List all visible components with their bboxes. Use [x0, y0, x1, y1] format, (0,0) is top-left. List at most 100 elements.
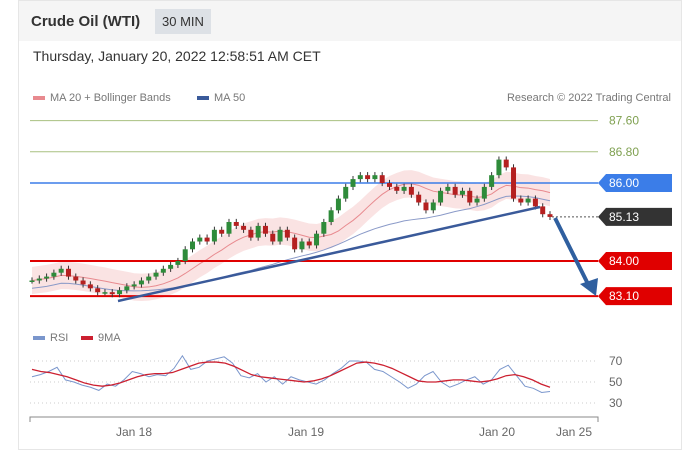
candle — [175, 261, 181, 265]
candle — [459, 190, 465, 195]
candle — [270, 233, 276, 242]
candle — [65, 268, 71, 277]
ma20-line — [31, 183, 551, 288]
forecast-arrow — [553, 217, 592, 289]
legend-label: RSI — [50, 332, 69, 344]
candle — [226, 222, 232, 234]
legend-label: MA 20 + Bollinger Bands — [50, 92, 171, 104]
legend-label: 9MA — [98, 332, 121, 344]
header: Crude Oil (WTI) 30 MIN — [19, 1, 681, 41]
credit: Research © 2022 Trading Central — [507, 92, 671, 104]
instrument-title: Crude Oil (WTI) — [31, 13, 141, 30]
rsi-tick-label: 30 — [609, 396, 623, 410]
level-label: 83.10 — [609, 289, 639, 303]
candle — [372, 175, 378, 180]
resistance-price-tag — [598, 174, 672, 192]
support-price-tag — [598, 252, 672, 270]
chart-panel: Crude Oil (WTI) 30 MIN Thursday, January… — [18, 0, 682, 450]
candle — [87, 284, 93, 289]
legend-ma20: MA 20 + Bollinger Bands — [33, 92, 171, 104]
candle — [401, 186, 407, 191]
candle — [379, 175, 385, 183]
candle — [153, 272, 159, 277]
rsi-line — [31, 354, 551, 394]
candle — [168, 264, 174, 269]
candle — [452, 186, 458, 195]
candle — [277, 229, 283, 242]
candle — [511, 167, 517, 199]
candle — [146, 276, 152, 281]
candle — [29, 280, 35, 282]
legend-ma50: MA 50 — [197, 92, 245, 104]
x-tick-label: Jan 20 — [479, 425, 515, 439]
candle — [394, 186, 400, 191]
level-label: 85.13 — [609, 210, 639, 224]
candle — [386, 183, 392, 187]
current-price-tag — [598, 207, 672, 226]
support-price-tag — [598, 287, 672, 306]
bollinger-band — [32, 170, 550, 301]
ma9-line — [31, 361, 551, 388]
x-tick-label: Jan 18 — [116, 425, 152, 439]
candle — [299, 241, 305, 250]
level-label: 87.60 — [609, 114, 639, 128]
candle — [547, 214, 553, 217]
candle — [131, 284, 137, 287]
candle — [73, 276, 79, 281]
candle — [58, 268, 64, 273]
credit-text: Research © 2022 Trading Central — [506, 92, 671, 104]
candle — [503, 159, 509, 168]
candle — [233, 222, 239, 226]
candle — [182, 249, 188, 261]
candle — [350, 179, 356, 187]
candle — [117, 290, 123, 295]
candle — [80, 280, 86, 285]
candle — [481, 186, 487, 199]
candle — [365, 175, 371, 180]
candle — [408, 186, 414, 195]
candle — [525, 198, 531, 203]
candle — [343, 186, 349, 199]
candle — [445, 186, 451, 191]
candle — [95, 288, 101, 293]
candle — [36, 278, 42, 281]
legend-label: MA 50 — [214, 92, 246, 104]
candle — [44, 276, 50, 279]
candle — [430, 202, 436, 211]
forecast-arrowhead — [580, 278, 598, 296]
candle — [204, 237, 210, 242]
candle — [328, 210, 334, 222]
timeframe-badge[interactable]: 30 MIN — [155, 9, 211, 34]
legend-rsi: RSI — [33, 332, 68, 344]
ma20-swatch — [33, 96, 45, 100]
candle — [255, 225, 261, 238]
candle — [321, 222, 327, 234]
ma50-swatch — [197, 96, 209, 100]
trendline — [117, 205, 541, 303]
candle — [262, 225, 268, 234]
candle — [190, 241, 196, 250]
rsi-tick-label: 50 — [609, 375, 623, 389]
candle — [496, 159, 502, 176]
candle — [474, 198, 480, 203]
candle — [540, 206, 546, 215]
candle — [518, 198, 524, 203]
candle — [248, 229, 254, 238]
candle — [306, 241, 312, 246]
candle — [51, 272, 57, 277]
candle — [124, 286, 130, 291]
x-tick-label: Jan 25 — [556, 425, 592, 439]
candle — [160, 268, 166, 273]
x-axis — [29, 416, 599, 422]
x-tick-label: Jan 19 — [288, 425, 324, 439]
candle — [138, 280, 144, 285]
level-label: 86.00 — [609, 176, 639, 190]
candle — [314, 233, 320, 246]
candle — [416, 194, 422, 203]
datetime: Thursday, January 20, 2022 12:58:51 AM C… — [33, 48, 321, 64]
candle — [467, 190, 473, 203]
candle — [211, 229, 217, 242]
candle — [197, 237, 203, 242]
candle — [102, 292, 108, 294]
